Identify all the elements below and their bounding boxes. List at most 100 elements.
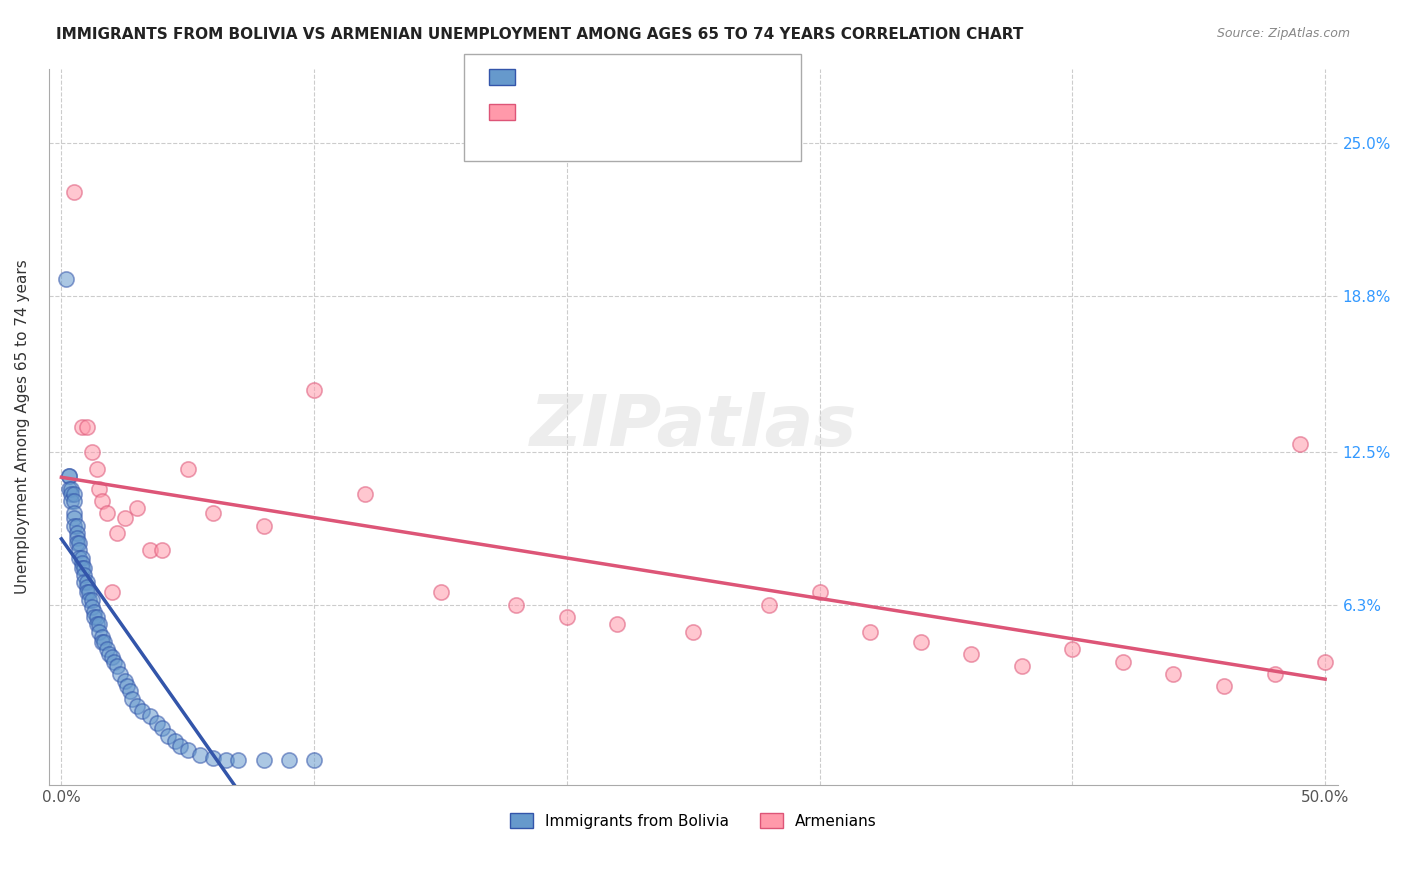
Text: N = 37: N = 37	[619, 116, 686, 131]
Point	[76, 585, 98, 599]
Point	[1289, 437, 1312, 451]
Point	[101, 649, 124, 664]
Point	[165, 733, 187, 747]
Point	[67, 543, 90, 558]
Point	[105, 526, 128, 541]
Point	[67, 550, 90, 565]
Point	[215, 753, 238, 767]
Point	[90, 494, 112, 508]
Point	[302, 753, 325, 767]
Point	[60, 494, 83, 508]
Point	[70, 550, 93, 565]
Text: -0.057: -0.057	[534, 80, 589, 95]
Point	[76, 581, 98, 595]
Point	[1011, 659, 1033, 673]
Point	[89, 617, 111, 632]
Point	[63, 511, 86, 525]
Point	[555, 610, 578, 624]
Point	[58, 469, 80, 483]
Point	[127, 699, 149, 714]
Point	[177, 743, 200, 757]
Point	[910, 634, 932, 648]
Point	[86, 610, 108, 624]
Point	[65, 518, 87, 533]
Point	[55, 271, 77, 285]
Point	[80, 592, 103, 607]
Point	[202, 506, 225, 520]
Point	[83, 605, 105, 619]
Point	[152, 543, 174, 558]
Point	[152, 721, 174, 735]
Point	[63, 506, 86, 520]
Point	[139, 709, 162, 723]
Point	[156, 729, 179, 743]
Point	[80, 444, 103, 458]
Point	[96, 506, 118, 520]
Point	[60, 482, 83, 496]
Point	[606, 617, 628, 632]
Legend: Immigrants from Bolivia, Armenians: Immigrants from Bolivia, Armenians	[503, 806, 883, 835]
Point	[93, 634, 115, 648]
Point	[1062, 642, 1084, 657]
Point	[103, 655, 125, 669]
Point	[353, 486, 375, 500]
Point	[682, 624, 704, 639]
Point	[758, 598, 780, 612]
Point	[70, 419, 93, 434]
Point	[90, 634, 112, 648]
Point	[1112, 655, 1135, 669]
Point	[859, 624, 882, 639]
Point	[108, 666, 131, 681]
Point	[63, 518, 86, 533]
Point	[177, 462, 200, 476]
Point	[118, 684, 141, 698]
Point	[58, 469, 80, 483]
Point	[114, 511, 136, 525]
Point	[190, 748, 212, 763]
Point	[808, 585, 831, 599]
Text: R =: R =	[492, 116, 526, 131]
Point	[58, 482, 80, 496]
Point	[202, 751, 225, 765]
Point	[60, 486, 83, 500]
Point	[73, 560, 96, 574]
Point	[73, 575, 96, 590]
Point	[89, 482, 111, 496]
Point	[77, 592, 100, 607]
Point	[127, 501, 149, 516]
Text: R =: R =	[492, 80, 526, 95]
Point	[101, 585, 124, 599]
Point	[86, 617, 108, 632]
Point	[115, 679, 138, 693]
Text: N = 67: N = 67	[619, 80, 686, 95]
Point	[90, 630, 112, 644]
Text: Source: ZipAtlas.com: Source: ZipAtlas.com	[1216, 27, 1350, 40]
Point	[302, 383, 325, 397]
Point	[76, 419, 98, 434]
Point	[63, 185, 86, 199]
Point	[89, 624, 111, 639]
Point	[146, 716, 169, 731]
Text: IMMIGRANTS FROM BOLIVIA VS ARMENIAN UNEMPLOYMENT AMONG AGES 65 TO 74 YEARS CORRE: IMMIGRANTS FROM BOLIVIA VS ARMENIAN UNEM…	[56, 27, 1024, 42]
Point	[226, 753, 249, 767]
Point	[131, 704, 153, 718]
Point	[96, 642, 118, 657]
Point	[70, 560, 93, 574]
Point	[1163, 666, 1185, 681]
Point	[98, 647, 121, 661]
Point	[65, 531, 87, 545]
Point	[70, 556, 93, 570]
Point	[429, 585, 451, 599]
Point	[505, 598, 527, 612]
Point	[67, 536, 90, 550]
Point	[63, 494, 86, 508]
Point	[1313, 655, 1336, 669]
Point	[252, 518, 274, 533]
Point	[252, 753, 274, 767]
Point	[76, 575, 98, 590]
Point	[960, 647, 983, 661]
Point	[80, 600, 103, 615]
Point	[1213, 679, 1236, 693]
Point	[86, 462, 108, 476]
Y-axis label: Unemployment Among Ages 65 to 74 years: Unemployment Among Ages 65 to 74 years	[15, 260, 30, 594]
